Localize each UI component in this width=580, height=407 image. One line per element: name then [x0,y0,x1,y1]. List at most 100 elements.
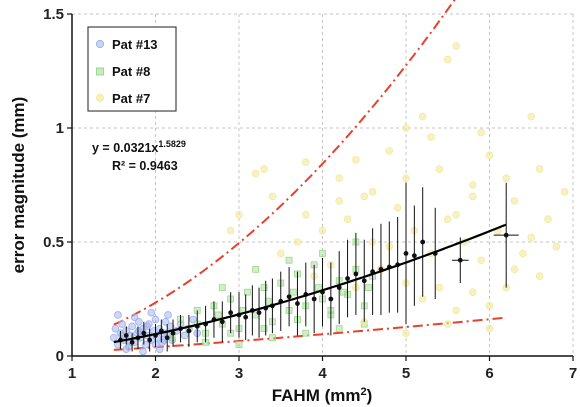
mean-point [345,276,350,281]
data-point-series-2 [335,174,344,182]
legend-marker-pat7 [95,93,105,103]
mean-point [219,319,225,325]
data-point-series-2 [552,242,561,251]
data-point-series-2 [301,158,310,167]
data-point-series-1 [168,334,176,342]
data-point-series-2 [343,215,352,224]
legend-label-pat7: Pat #7 [112,91,150,106]
data-point-series-2 [452,210,460,219]
data-point-series-2 [452,306,460,315]
data-point-series-2 [402,174,410,182]
data-point-series-1 [260,325,268,333]
data-point-series-2 [510,197,519,205]
data-point-series-2 [435,283,444,292]
data-point-series-2 [485,302,494,310]
y-tick-label: 1 [56,120,64,137]
legend-marker-pat8 [96,67,104,76]
mean-point [123,333,129,338]
data-point-series-0 [141,340,150,349]
data-point-series-1 [319,249,326,257]
data-point-series-2 [477,128,485,137]
data-point-series-1 [285,256,293,264]
mean-point [403,251,409,256]
x-tick-label: 2 [151,365,159,382]
mean-point [170,330,176,336]
data-point-series-2 [535,272,544,281]
mean-point [295,301,300,306]
tick-labels: 1 2 3 4 5 6 7 0 0.5 1 1.5 [43,6,577,382]
data-point-series-1 [268,334,276,342]
mean-point [129,339,135,345]
data-point-series-2 [318,226,327,235]
data-point-series-0 [128,322,136,331]
data-point-series-2 [527,112,536,121]
data-point-series-0 [135,327,143,335]
data-point-series-2 [402,124,410,132]
data-point-series-1 [302,329,310,337]
bound-lines [113,0,507,351]
data-point-series-2 [485,324,494,333]
data-point-series-2 [527,233,536,242]
mean-point [256,310,262,316]
data-point-series-2 [368,188,377,196]
mean-point [420,239,426,245]
data-point-series-2 [251,169,260,178]
data-point-series-2 [360,192,369,201]
data-point-series-2 [352,156,360,164]
data-point-series-2 [385,147,394,155]
mean-point [411,253,417,259]
data-point-series-2 [260,165,268,173]
data-point-series-2 [443,55,452,64]
data-point-series-2 [510,265,519,274]
mean-point [141,330,147,336]
mean-point [286,294,292,300]
data-point-series-2 [427,133,435,141]
data-point-series-2 [268,192,277,201]
mean-point [164,335,170,341]
mean-point [361,278,367,284]
data-point-series-2 [452,42,460,50]
legend-label-pat13: Pat #13 [112,37,158,52]
data-point-series-1 [260,284,268,292]
mean-point [328,296,334,302]
data-point-series-2 [477,256,485,265]
y-tick-label: 1.5 [43,6,64,23]
legend-marker-pat13 [95,39,105,49]
x-tick-label: 7 [569,365,577,382]
y-axis-label: error magnitude (mm) [9,97,28,274]
data-point-series-0 [161,317,170,326]
data-point-series-0 [180,331,189,340]
mean-point [228,310,234,316]
y-tick-label: 0 [56,348,64,365]
mean-point [457,257,463,263]
x-tick-label: 1 [68,365,76,382]
data-point-series-2 [443,320,452,328]
grid [72,13,574,356]
data-point-series-1 [339,288,347,296]
data-point-series-2 [535,165,544,173]
legend: Pat #13 Pat #8 Pat #7 [87,26,177,112]
mean-point [311,296,317,302]
data-point-series-0 [151,315,160,324]
mean-point [186,328,192,334]
data-point-series-1 [365,284,372,292]
data-point-series-2 [226,226,235,235]
data-point-series-2 [435,165,444,173]
data-point-series-2 [519,249,527,258]
data-point-series-2 [468,288,477,296]
data-point-series-1 [252,265,260,273]
data-point-series-2 [393,204,402,212]
data-point-series-0 [147,308,156,317]
data-point-series-2 [468,192,477,201]
mean-point [243,314,249,320]
data-point-series-0 [111,324,120,333]
mean-point [503,232,509,238]
data-point-series-2 [235,210,243,219]
data-point-series-1 [218,284,226,292]
data-point-series-0 [139,347,147,356]
data-point-series-2 [502,174,511,182]
data-point-series-1 [235,341,243,349]
data-point-series-2 [443,215,452,224]
x-tick-label: 3 [235,365,243,382]
data-point-series-1 [335,325,343,333]
